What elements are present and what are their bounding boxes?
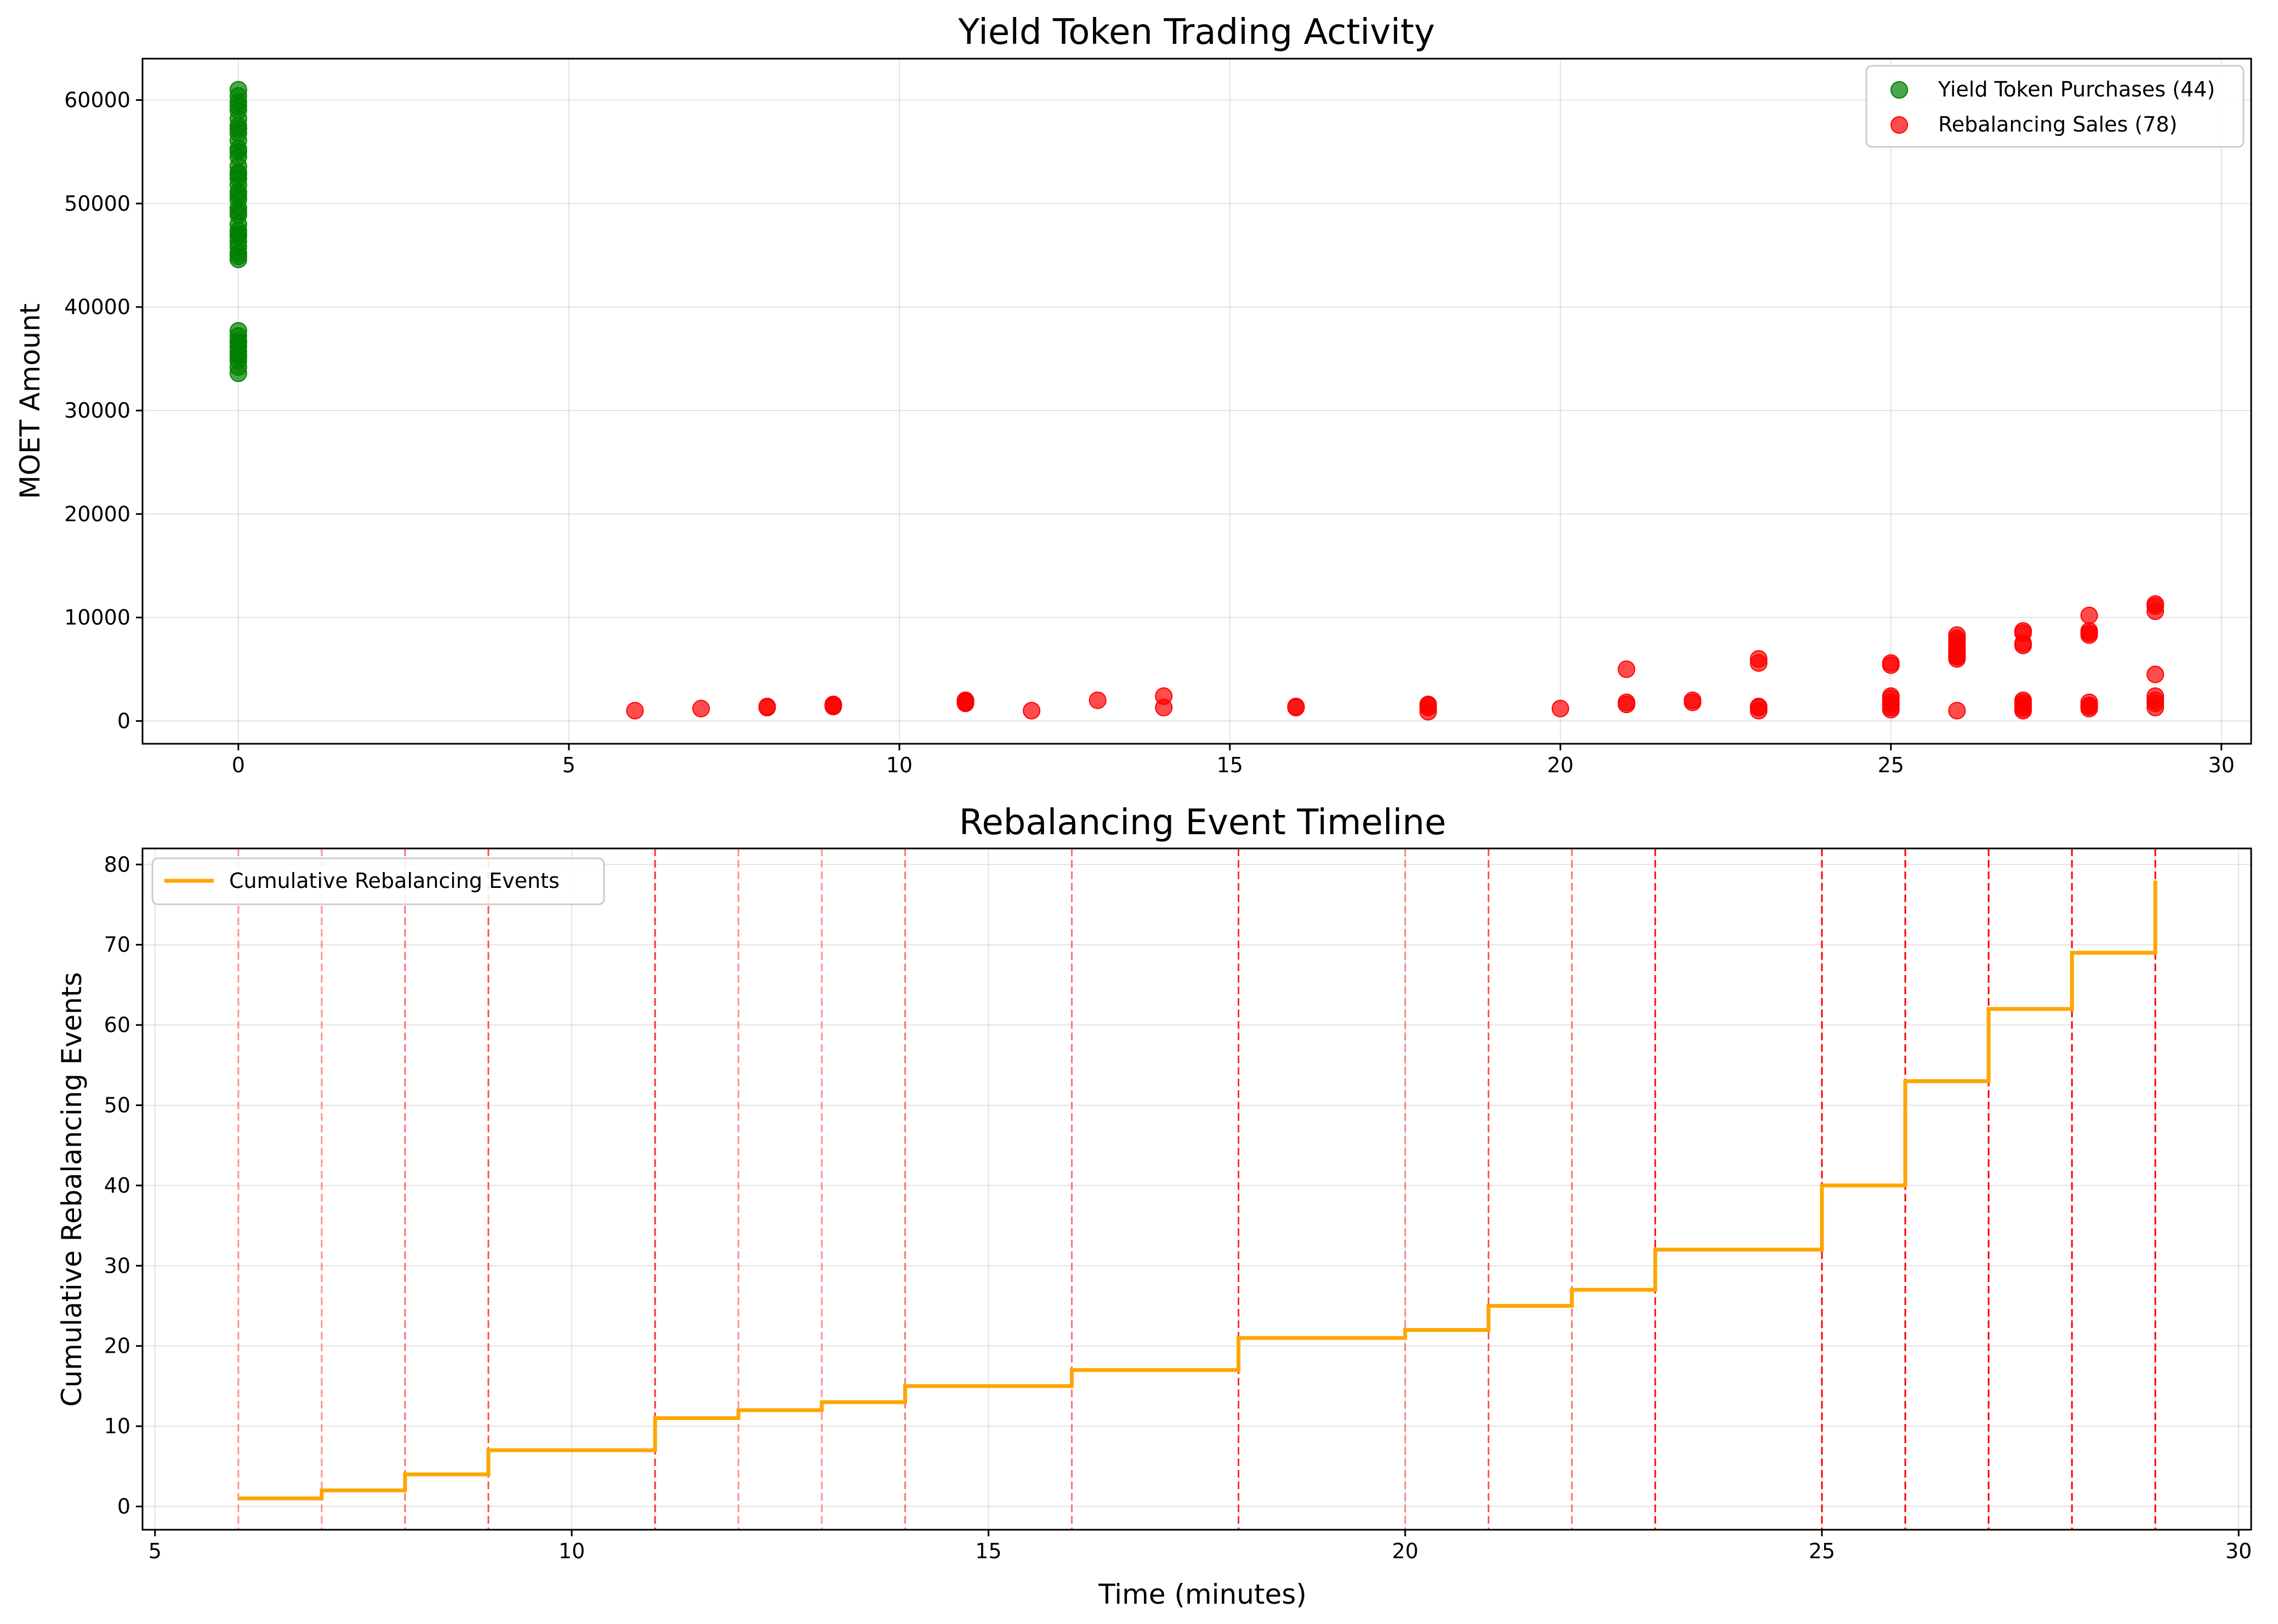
- sale-point: [1089, 691, 1107, 709]
- purchase-point: [229, 247, 247, 265]
- purchase-point: [229, 203, 247, 221]
- sale-point: [2080, 698, 2098, 716]
- legend[interactable]: Cumulative Rebalancing Events: [151, 857, 605, 905]
- y-axis-label: MOET Amount: [14, 303, 46, 499]
- purchase-point: [229, 334, 247, 352]
- sale-point: [1419, 696, 1437, 714]
- tick-label-y: 0: [117, 709, 130, 733]
- sale-point: [1948, 702, 1966, 720]
- tick-label-y: 20: [104, 1334, 130, 1358]
- legend-label-sales: Rebalancing Sales (78): [1938, 112, 2177, 136]
- tick-label-x: 0: [232, 753, 245, 777]
- sale-point: [2146, 665, 2165, 683]
- purchase-point: [229, 143, 247, 161]
- tick-label-y: 60000: [64, 88, 130, 112]
- sale-point: [2014, 624, 2032, 642]
- tick-label-y: 10: [104, 1414, 130, 1438]
- sale-point: [1618, 660, 1636, 679]
- legend-frame: [1865, 65, 2245, 148]
- tick-label-y: 30: [104, 1253, 130, 1278]
- legend[interactable]: Yield Token Purchases (44) Rebalancing S…: [1865, 65, 2245, 148]
- sale-point: [1882, 654, 1900, 672]
- tick-label-y: 40: [104, 1173, 130, 1198]
- tick-label-x: 30: [2208, 753, 2235, 777]
- sale-point: [2080, 624, 2098, 642]
- sale-point: [626, 702, 644, 720]
- tick-label-y: 10000: [64, 606, 130, 630]
- tick-label-y: 30000: [64, 398, 130, 423]
- sale-point: [824, 697, 842, 715]
- tick-label-x: 25: [1809, 1539, 1835, 1563]
- tick-label-x: 15: [1217, 753, 1243, 777]
- plot-frame: [141, 58, 2252, 745]
- legend-marker-purchases: [1890, 81, 1908, 99]
- sale-point: [1750, 698, 1768, 716]
- sale-point: [1551, 699, 1569, 717]
- sale-point: [2146, 691, 2165, 709]
- trading-activity-chart: Yield Token Trading Activity 0 5 10 15 20 25 3…: [14, 12, 2252, 777]
- tick-label-y: 20000: [64, 502, 130, 526]
- cumulative-line: [238, 880, 2157, 1501]
- sale-point: [1618, 693, 1636, 711]
- chart-title: Rebalancing Event Timeline: [959, 802, 1446, 843]
- sale-point: [692, 699, 710, 717]
- purchase-point: [229, 186, 247, 204]
- sale-point: [1023, 702, 1041, 720]
- tick-label-y: 50000: [64, 191, 130, 215]
- tick-label-x: 20: [1392, 1539, 1418, 1563]
- sale-point: [1882, 696, 1900, 714]
- purchase-point: [229, 225, 247, 243]
- sale-point: [1948, 641, 1966, 659]
- sale-point: [2146, 595, 2165, 613]
- event-lines: [237, 848, 2156, 1530]
- tick-label-y: 50: [104, 1093, 130, 1118]
- tick-label-y: 40000: [64, 295, 130, 319]
- sale-point: [1287, 698, 1305, 716]
- sale-point: [2014, 699, 2032, 717]
- plot-frame: [141, 847, 2252, 1531]
- sale-point: [1155, 687, 1173, 705]
- y-axis-label: Cumulative Rebalancing Events: [56, 972, 88, 1406]
- legend-marker-sales: [1890, 116, 1908, 134]
- sale-point: [2080, 606, 2098, 624]
- scatter-points: [229, 81, 2165, 721]
- tick-label-x: 10: [886, 753, 913, 777]
- purchase-point: [229, 81, 247, 99]
- tick-label-x: 5: [562, 753, 576, 777]
- grid: [143, 59, 2251, 744]
- chart-title: Yield Token Trading Activity: [958, 12, 1435, 53]
- legend-label-cumulative: Cumulative Rebalancing Events: [229, 869, 560, 893]
- tick-label-y: 80: [104, 852, 130, 876]
- purchase-point: [229, 120, 247, 138]
- sale-point: [758, 698, 776, 716]
- tick-label-y: 70: [104, 933, 130, 957]
- tick-label-x: 5: [149, 1539, 162, 1563]
- tick-label-x: 20: [1547, 753, 1574, 777]
- rebalancing-timeline-chart: Rebalancing Event Timeline 5 10 15 20 25 30 0 1…: [56, 802, 2252, 1610]
- tick-label-y: 0: [117, 1495, 130, 1519]
- purchase-point: [229, 166, 247, 184]
- tick-label-x: 15: [975, 1539, 1001, 1563]
- cumulative-step-line: [238, 880, 2157, 1501]
- sale-point: [1750, 650, 1768, 668]
- tick-label-x: 10: [559, 1539, 585, 1563]
- tick-label-x: 25: [1878, 753, 1904, 777]
- legend-label-purchases: Yield Token Purchases (44): [1938, 77, 2215, 101]
- axis-ticks: 0 5 10 15 20 25 30 0 10000 20000 30000 40000 50000 60…: [64, 88, 2235, 777]
- sale-point: [1683, 691, 1701, 709]
- sale-point: [956, 691, 975, 709]
- purchase-point: [229, 97, 247, 115]
- tick-label-y: 60: [104, 1013, 130, 1037]
- x-axis-label: Time (minutes): [1098, 1579, 1307, 1610]
- axis-ticks: 5 10 15 20 25 30 0 10 20 30 40 50 60 70 80: [104, 852, 2252, 1563]
- tick-label-x: 30: [2225, 1539, 2252, 1563]
- legend-frame: [151, 857, 605, 905]
